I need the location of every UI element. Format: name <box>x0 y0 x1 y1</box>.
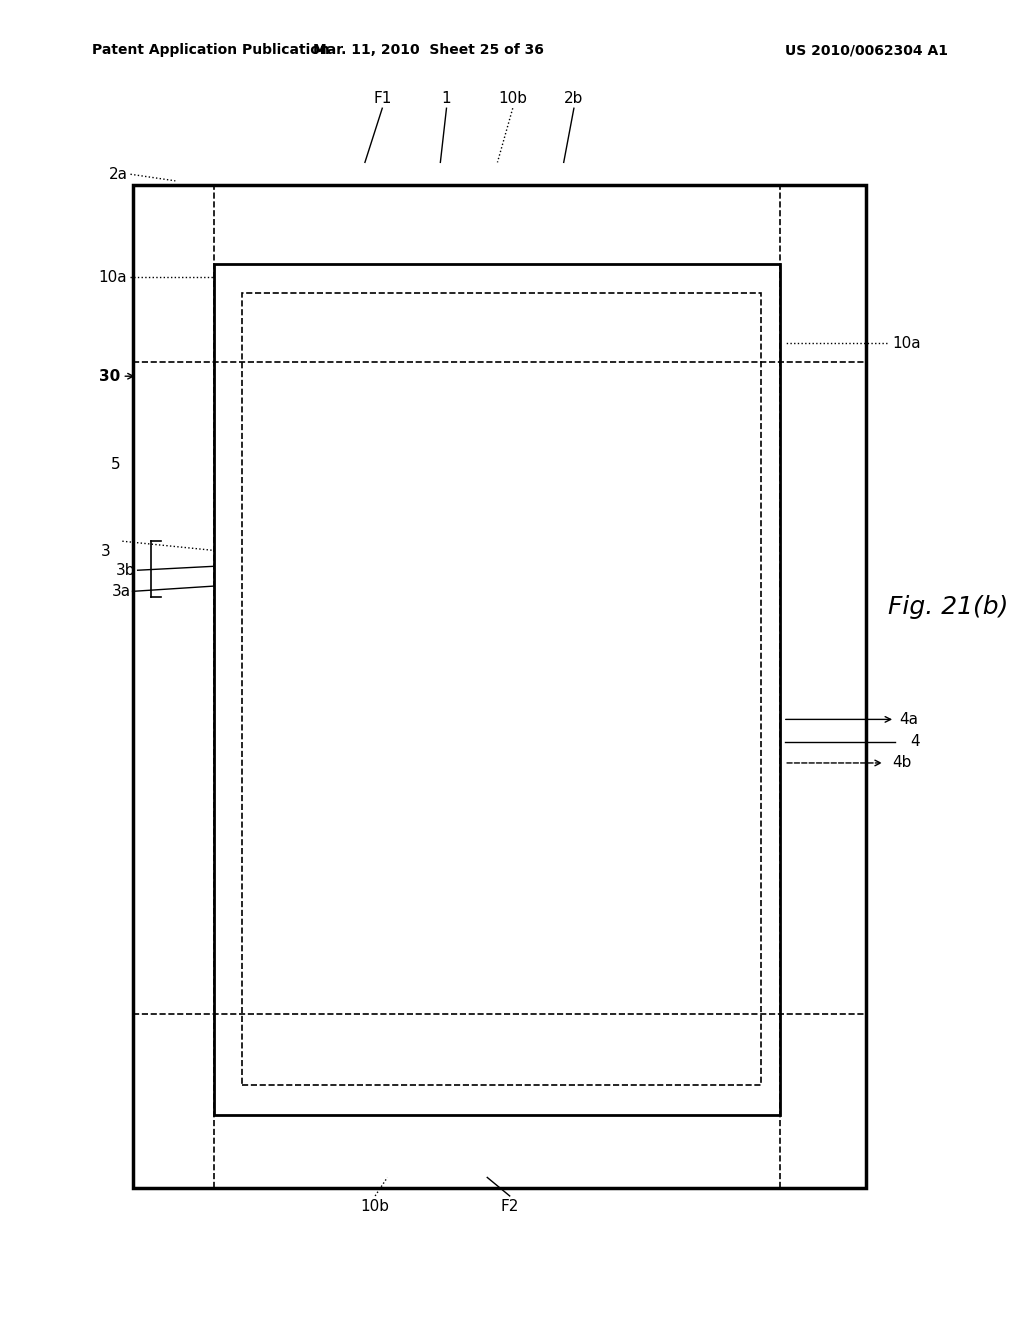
Text: Patent Application Publication: Patent Application Publication <box>92 44 330 57</box>
Text: 3a: 3a <box>112 583 130 599</box>
Text: F1: F1 <box>373 91 391 106</box>
Text: 4: 4 <box>910 734 920 750</box>
Bar <box>242 293 762 1085</box>
Text: 10a: 10a <box>98 269 127 285</box>
Text: Mar. 11, 2010  Sheet 25 of 36: Mar. 11, 2010 Sheet 25 of 36 <box>312 44 544 57</box>
Text: 10b: 10b <box>360 1199 389 1213</box>
Text: 4a: 4a <box>899 711 919 727</box>
Text: F2: F2 <box>501 1199 519 1213</box>
Text: 10b: 10b <box>499 91 527 106</box>
Text: 3: 3 <box>100 544 111 560</box>
Bar <box>132 185 866 1188</box>
Text: 4b: 4b <box>892 755 911 771</box>
Text: 2a: 2a <box>109 166 127 182</box>
Text: 3b: 3b <box>116 562 135 578</box>
Bar <box>214 264 780 1115</box>
Text: 1: 1 <box>441 91 452 106</box>
Text: US 2010/0062304 A1: US 2010/0062304 A1 <box>785 44 948 57</box>
Text: 30: 30 <box>99 368 120 384</box>
Text: 10a: 10a <box>892 335 921 351</box>
Text: 5: 5 <box>111 457 120 473</box>
Text: Fig. 21(b): Fig. 21(b) <box>888 595 1009 619</box>
Text: 2b: 2b <box>564 91 584 106</box>
